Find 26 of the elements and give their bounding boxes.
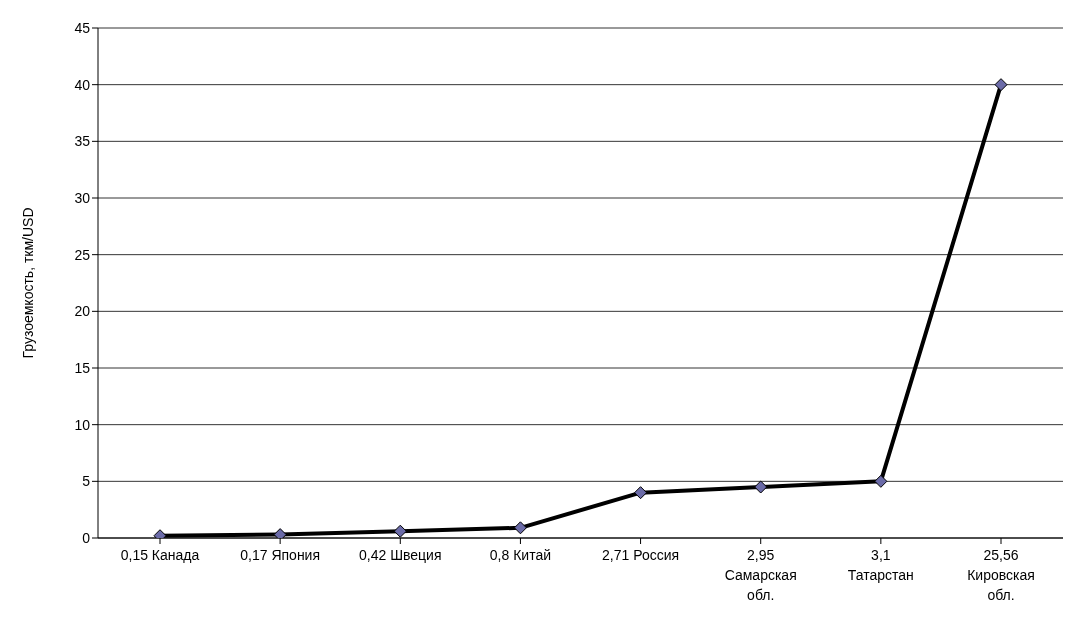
point	[874, 474, 888, 488]
x-tick-label: 0,17 Япония	[240, 547, 321, 563]
y-tick-label: 40	[74, 76, 91, 93]
x-tick-label: 2,71 Россия	[602, 547, 680, 563]
y-tick-label: 15	[74, 359, 91, 376]
point	[634, 486, 648, 500]
y-tick-label: 30	[74, 189, 91, 206]
y-tick-label: 10	[74, 416, 91, 433]
x-tick-label: 3,1 Татарстан	[847, 547, 914, 583]
x-tick-label: 25,56 Кировская обл.	[967, 547, 1035, 603]
y-tick-label: 35	[74, 133, 91, 150]
y-tick-label: 20	[74, 303, 91, 320]
y-tick-label: 0	[82, 529, 91, 546]
y-tick-label: 5	[82, 473, 91, 490]
x-tick-label: 0,8 Китай	[489, 547, 552, 563]
point	[754, 480, 768, 494]
x-tick-label: 0,15 Канада	[120, 547, 200, 563]
y-axis-title: Грузоемкость, ткм/USD	[19, 207, 36, 359]
x-tick-label: 0,42 Швеция	[359, 547, 442, 563]
y-tick-label: 25	[74, 246, 91, 263]
x-tick-label: 2,95 Самарская обл.	[724, 547, 797, 603]
point	[273, 528, 287, 538]
point	[393, 524, 407, 538]
y-tick-label: 45	[74, 19, 91, 36]
point	[513, 521, 527, 535]
point	[994, 78, 1008, 92]
